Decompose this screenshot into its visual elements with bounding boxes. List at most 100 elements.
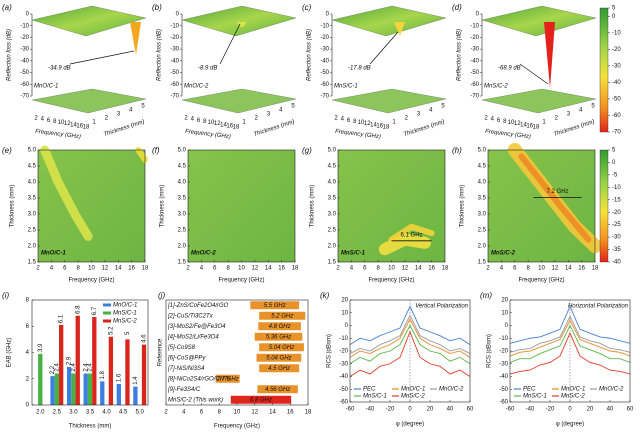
y-tick-label: -50: [339, 387, 348, 393]
value-label: 2.4: [83, 363, 89, 372]
z-axis-title: Reflection loss (dB): [7, 29, 13, 81]
y-axis-title: Thickness (mm): [553, 119, 595, 138]
panel-label: (j): [158, 291, 165, 300]
range-bar: [215, 374, 240, 383]
z-tick-label: -40: [20, 58, 29, 64]
z-tick-label: -70: [320, 94, 329, 100]
y-tick-label: 2.5: [178, 228, 187, 234]
legend-swatch: [103, 303, 111, 307]
y-tick-label: 6: [26, 324, 30, 330]
range-label: 4.56 GHz: [265, 387, 290, 393]
x-tick-label: 18: [305, 410, 312, 416]
range-label: 5.04 GHz: [269, 345, 294, 351]
value-label: 6.7: [92, 306, 98, 315]
x-axis-title: φ (degree): [396, 422, 424, 428]
z-tick-label: -30: [470, 47, 479, 53]
value-label: 2.4: [71, 363, 77, 372]
value-label: 2.2: [50, 365, 56, 374]
annotation: Horizontal Polarization: [568, 304, 629, 310]
x-tick-label: 4: [500, 266, 504, 272]
surface-dip: [544, 22, 555, 88]
z-axis-title: Reflection loss (dB): [307, 29, 313, 81]
heat-band: [135, 147, 148, 163]
heat-band: [388, 223, 435, 243]
sample-name: MnO/C-2: [184, 84, 209, 90]
x-tick-label: -60: [346, 407, 355, 413]
x-tick-label: 10: [508, 120, 515, 126]
x-tick-label: 8: [218, 410, 222, 416]
y-tick-label: 0: [505, 323, 509, 329]
colorbar-tick-label: -20: [612, 47, 621, 53]
panel-label: (i): [2, 291, 9, 300]
x-tick-label: 16: [578, 266, 585, 272]
heat-band: [40, 145, 93, 241]
y-tick-label: -30: [339, 361, 348, 367]
sample-name: MnS/C-2: [484, 84, 508, 90]
colorbar-tick-label: -30: [612, 63, 621, 69]
x-tick-label: 16: [526, 123, 533, 129]
y-tick-label: -40: [339, 374, 348, 380]
x-tick-label: 2: [334, 116, 338, 122]
panel-label: (h): [452, 146, 462, 155]
panel-label: (k): [320, 291, 330, 300]
colorbar-tick-label: 0: [612, 14, 616, 20]
x-tick-label: 4: [341, 117, 345, 123]
bar: [125, 339, 130, 405]
y-tick-label: 3.5: [28, 196, 37, 202]
x-tick-label: 18: [442, 266, 449, 272]
z-tick-label: -40: [170, 58, 179, 64]
heat-band: [518, 153, 592, 243]
x-tick-label: 2: [164, 410, 168, 416]
y-tick-label: -10: [499, 336, 508, 342]
annotation: -34.9 dB: [48, 66, 71, 72]
bar: [108, 336, 114, 405]
x-tick-label: 10: [388, 266, 395, 272]
z-tick-label: -20: [20, 35, 29, 41]
z-tick-label: 0: [176, 12, 180, 18]
y-tick-label: -40: [499, 374, 508, 380]
y-tick-label: 2.5: [328, 228, 337, 234]
colorbar: [599, 7, 609, 133]
x-tick-label: 16: [428, 266, 435, 272]
z-tick-label: 0: [26, 12, 30, 18]
x-tick-label: 14: [269, 410, 276, 416]
y-tick-label: 4.5: [478, 164, 487, 170]
x-tick-label: 12: [402, 266, 409, 272]
y-tick-label: 1.5: [478, 260, 487, 266]
y-tick-label: 2: [26, 376, 30, 382]
x-tick-label: 16: [376, 123, 383, 129]
legend-label: MnO/C-1: [113, 303, 137, 309]
range-bar: [258, 322, 301, 331]
x-tick-label: 12: [214, 121, 221, 127]
colorbar-tick-label: -20: [612, 210, 621, 216]
x-tick-label: 12: [102, 266, 109, 272]
legend-label: MnO/C-1: [401, 387, 425, 393]
heat-band: [378, 233, 431, 256]
range-bar: [257, 385, 298, 394]
legend-label: MnO/C-1: [561, 387, 585, 393]
colorbar-tick-label: -25: [612, 222, 621, 228]
value-label: 1.8: [100, 371, 106, 380]
bar: [75, 315, 80, 405]
y-tick-label: 8: [26, 298, 30, 304]
y-tick-label: 3: [567, 112, 571, 118]
x-tick-label: 3.5: [86, 410, 95, 416]
rcs-line: [349, 318, 471, 358]
colorbar-tick-label: -60: [612, 113, 621, 119]
rcs-line: [509, 305, 631, 344]
y-tick-label: 4.5: [178, 164, 187, 170]
x-tick-label: 2: [484, 116, 488, 122]
z-tick-label: -20: [320, 35, 329, 41]
x-tick-label: 20: [427, 407, 434, 413]
bar: [83, 373, 88, 405]
y-tick-label: 4.5: [328, 164, 337, 170]
range-label: 6.8 GHz: [250, 397, 272, 403]
y-tick-label: 3.0: [178, 212, 187, 218]
x-tick-label: 8: [53, 119, 57, 125]
surface: [331, 5, 447, 37]
x-tick-label: 16: [226, 123, 233, 129]
y-tick-label: 3.0: [328, 212, 337, 218]
x-axis-title: Frequency (GHz): [35, 129, 81, 141]
y-tick-label: -20: [339, 349, 348, 355]
z-tick-label: -50: [470, 70, 479, 76]
